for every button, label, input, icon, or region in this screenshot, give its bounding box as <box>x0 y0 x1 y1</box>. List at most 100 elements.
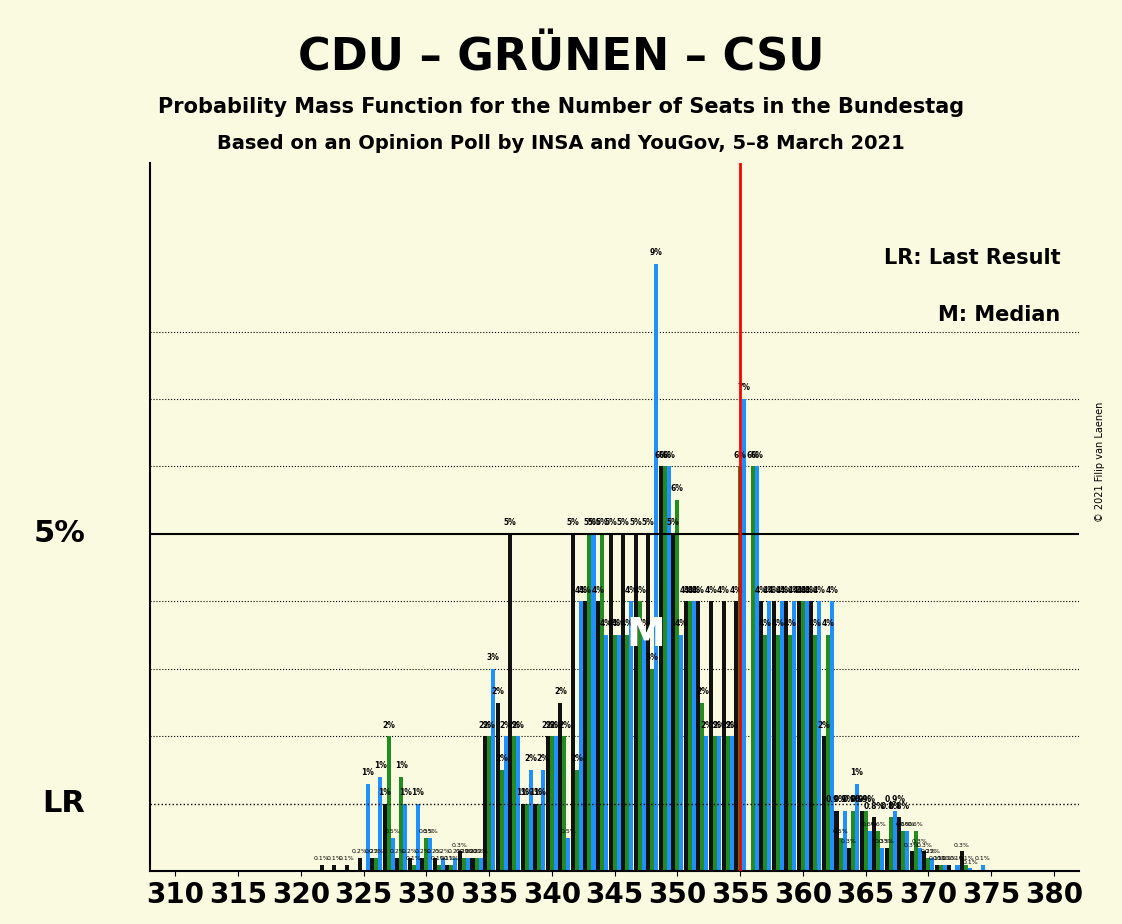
Bar <box>843 810 846 871</box>
Text: 4%: 4% <box>675 619 688 628</box>
Text: 4%: 4% <box>633 586 646 595</box>
Text: 4%: 4% <box>792 586 806 595</box>
Text: 4%: 4% <box>579 586 592 595</box>
Text: 4%: 4% <box>780 586 793 595</box>
Text: LR: Last Result: LR: Last Result <box>884 248 1060 268</box>
Bar <box>545 736 550 871</box>
Bar <box>927 857 930 871</box>
Bar <box>533 804 537 871</box>
Bar <box>516 736 521 871</box>
Bar <box>813 635 818 871</box>
Text: 5%: 5% <box>504 518 516 528</box>
Bar <box>528 770 533 871</box>
Text: 2%: 2% <box>491 687 504 696</box>
Text: 6%: 6% <box>662 451 675 460</box>
Bar <box>939 865 942 871</box>
Bar <box>625 635 629 871</box>
Text: 6%: 6% <box>746 451 760 460</box>
Bar <box>450 865 453 871</box>
Bar <box>947 865 951 871</box>
Bar <box>864 810 867 871</box>
Text: 4%: 4% <box>813 586 826 595</box>
Text: 0.1%: 0.1% <box>443 857 459 861</box>
Text: 0.1%: 0.1% <box>963 859 978 865</box>
Bar <box>942 865 947 871</box>
Text: 0.1%: 0.1% <box>929 857 945 861</box>
Bar <box>671 534 675 871</box>
Bar <box>407 857 412 871</box>
Bar <box>478 857 482 871</box>
Text: 4%: 4% <box>826 586 838 595</box>
Text: 6%: 6% <box>659 451 671 460</box>
Bar <box>642 635 646 871</box>
Bar <box>441 857 445 871</box>
Bar <box>550 736 554 871</box>
Bar <box>370 857 374 871</box>
Bar <box>453 857 458 871</box>
Text: 4%: 4% <box>705 586 717 595</box>
Text: 0.2%: 0.2% <box>351 849 368 855</box>
Text: 4%: 4% <box>683 586 697 595</box>
Text: 2%: 2% <box>558 721 571 730</box>
Bar <box>847 847 852 871</box>
Text: 0.5%: 0.5% <box>423 829 439 834</box>
Bar <box>738 467 742 871</box>
Text: 3%: 3% <box>487 653 499 663</box>
Bar <box>697 602 700 871</box>
Text: 2%: 2% <box>550 721 562 730</box>
Text: 4%: 4% <box>788 586 801 595</box>
Bar <box>872 818 876 871</box>
Text: 6%: 6% <box>654 451 668 460</box>
Bar <box>637 602 642 871</box>
Text: 3%: 3% <box>646 653 659 663</box>
Text: 2%: 2% <box>495 754 508 763</box>
Bar <box>617 635 620 871</box>
Text: 4%: 4% <box>599 619 613 628</box>
Text: 0.6%: 0.6% <box>862 822 877 827</box>
Bar <box>436 865 441 871</box>
Text: 4%: 4% <box>763 586 775 595</box>
Bar <box>684 602 688 871</box>
Bar <box>922 851 927 871</box>
Bar <box>571 534 574 871</box>
Bar <box>867 831 872 871</box>
Bar <box>880 847 884 871</box>
Text: 0.5%: 0.5% <box>561 829 577 834</box>
Text: 0.2%: 0.2% <box>426 849 443 855</box>
Text: 4%: 4% <box>608 619 622 628</box>
Bar <box>470 857 475 871</box>
Bar <box>981 865 985 871</box>
Bar <box>901 831 905 871</box>
Text: 2%: 2% <box>570 754 583 763</box>
Bar <box>956 865 959 871</box>
Text: 0.6%: 0.6% <box>908 822 923 827</box>
Bar <box>378 777 383 871</box>
Text: 0.9%: 0.9% <box>826 795 847 804</box>
Text: 4%: 4% <box>692 586 705 595</box>
Text: 0.9%: 0.9% <box>834 795 855 804</box>
Text: 5%: 5% <box>587 518 600 528</box>
Text: 0.2%: 0.2% <box>414 849 430 855</box>
Text: 0.2%: 0.2% <box>465 849 480 855</box>
Bar <box>320 865 324 871</box>
Text: 2%: 2% <box>479 721 491 730</box>
Bar <box>654 264 659 871</box>
Text: 0.6%: 0.6% <box>895 822 911 827</box>
Text: M: M <box>626 616 665 654</box>
Bar <box>898 818 901 871</box>
Bar <box>789 635 792 871</box>
Text: 5%: 5% <box>605 518 617 528</box>
Bar <box>554 736 558 871</box>
Bar <box>905 831 909 871</box>
Bar <box>792 602 797 871</box>
Bar <box>475 857 478 871</box>
Text: 2%: 2% <box>542 721 554 730</box>
Text: 0.3%: 0.3% <box>452 843 468 847</box>
Bar <box>462 857 466 871</box>
Bar <box>608 534 613 871</box>
Bar <box>484 736 487 871</box>
Text: 0.1%: 0.1% <box>934 857 949 861</box>
Text: CDU – GRÜNEN – CSU: CDU – GRÜNEN – CSU <box>297 37 825 80</box>
Bar <box>496 702 499 871</box>
Text: 4%: 4% <box>800 586 813 595</box>
